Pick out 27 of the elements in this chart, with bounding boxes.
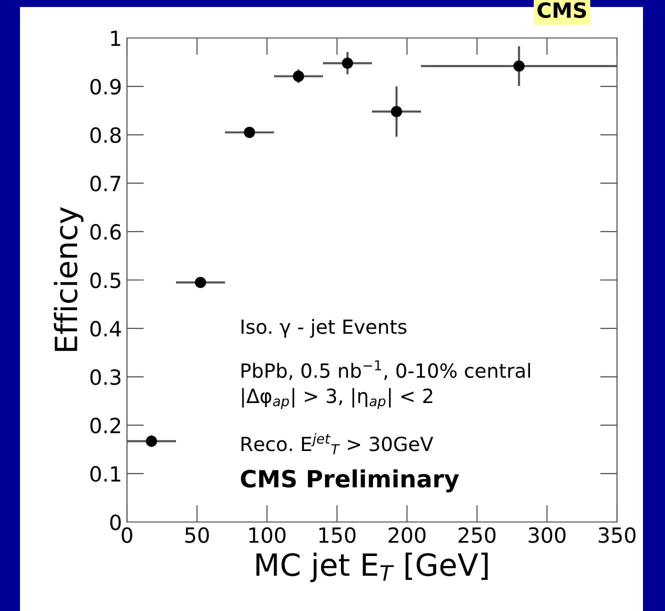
x-tick-label: 0 [122,527,132,543]
annotation: Iso. γ - jet Events [242,318,406,338]
text: CMS [538,2,586,18]
annotation: |Δφ$_{ap}$| > 3, |η$_{ap}$| < 2 [242,388,432,409]
annotation: Reco. E$^{jet}$$_{T}$ > 30GeV [242,433,434,454]
x-tick-label: 50 [185,527,209,543]
y-tick-label: 0.1 [90,466,120,482]
x-axis-title: MC jet E$_{T}$ [GeV] [256,552,488,582]
annotation: CMS Preliminary [240,469,459,492]
y-tick-label: 0.9 [90,78,121,95]
y-tick-label: 0 [110,514,121,530]
y-tick-label: 0.6 [90,224,121,240]
y-tick-label: 1 [111,30,120,46]
y-tick-label: 0.7 [90,176,120,192]
x-tick-label: 250 [458,527,496,543]
y-tick-label: 0.3 [90,369,120,386]
y-tick-label: 0.4 [90,320,121,337]
x-tick-label: 300 [528,527,566,543]
y-tick-label: 0.2 [90,418,120,434]
x-tick-label: 350 [598,527,636,543]
x-tick-label: 150 [319,527,356,543]
x-tick-label: 100 [249,527,286,543]
y-tick-label: 0.5 [90,272,120,288]
annotation: PbPb, 0.5 nb$^{−1}$, 0-10% central [242,360,530,380]
x-tick-label: 200 [388,527,426,543]
y-tick-label: 0.8 [90,127,121,144]
y-axis-title: Efficiency [54,207,84,351]
